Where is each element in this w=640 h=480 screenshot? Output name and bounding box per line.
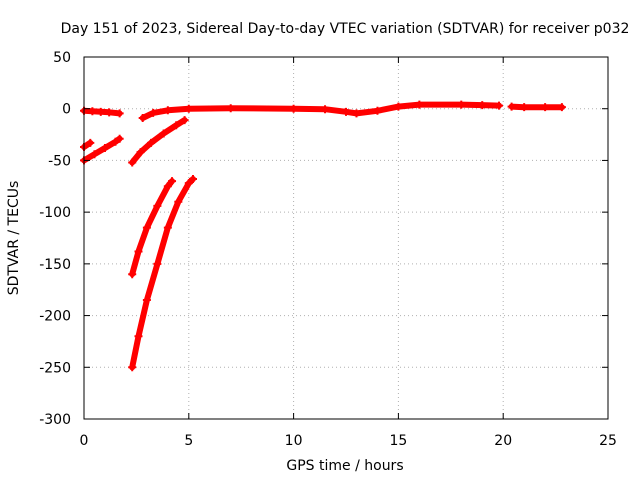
data-point [153, 259, 162, 268]
data-point [163, 223, 172, 232]
data-point [111, 137, 120, 146]
plot-frame [83, 56, 609, 420]
data-point [180, 116, 189, 125]
data-point [188, 175, 197, 184]
data-point [86, 138, 95, 147]
data-point [321, 105, 330, 114]
data-point [128, 158, 137, 167]
data-point [100, 144, 109, 153]
data-point [153, 201, 162, 210]
y-tick-label: -300 [39, 412, 71, 428]
data-point [128, 270, 137, 279]
data-point [142, 296, 151, 305]
data-point [557, 103, 566, 112]
data-point [415, 100, 424, 109]
data-point [184, 179, 193, 188]
data-point [142, 223, 151, 232]
grid-lines [84, 57, 608, 419]
data-point [134, 332, 143, 341]
x-tick-label: 20 [494, 433, 512, 449]
data-point [172, 121, 181, 130]
data-point [507, 102, 516, 111]
x-tick-label: 5 [184, 433, 193, 449]
x-tick-label: 10 [285, 433, 303, 449]
data-point [394, 102, 403, 111]
data-point [342, 107, 350, 116]
data-point [105, 108, 114, 117]
data-point [128, 363, 137, 372]
data-point [478, 101, 487, 110]
y-tick-label: -250 [39, 360, 71, 376]
data-point [457, 100, 466, 109]
data-point [541, 103, 550, 112]
data-point [226, 104, 235, 113]
data-point [520, 103, 529, 112]
data-point [168, 177, 177, 186]
data-point [373, 106, 382, 115]
data-point [138, 114, 147, 123]
data-point [115, 109, 124, 118]
data-point [289, 104, 298, 113]
data-point [115, 134, 124, 143]
data-point [184, 104, 193, 113]
x-tick-label: 0 [80, 433, 89, 449]
y-tick-label: -100 [39, 205, 71, 221]
data-point [159, 129, 168, 138]
chart-title: Day 151 of 2023, Sidereal Day-to-day VTE… [61, 21, 630, 37]
data-point [163, 182, 172, 191]
x-axis-label: GPS time / hours [286, 458, 403, 474]
data-point [352, 109, 361, 118]
x-tick-label: 25 [599, 433, 617, 449]
data-point [136, 148, 145, 157]
y-tick-label: -150 [39, 257, 71, 273]
y-axis-label: SDTVAR / TECUs [6, 181, 22, 296]
axis-ticks: 0 5 10 15 20 25 50 0 -50 -100 -150 -200 -250 -300 [39, 50, 617, 449]
y-tick-label: 0 [62, 102, 71, 118]
y-tick-label: -50 [48, 153, 71, 169]
y-tick-label: 50 [53, 50, 71, 66]
x-tick-label: 15 [389, 433, 407, 449]
data-point [147, 138, 156, 147]
y-tick-label: -200 [39, 309, 71, 325]
data-point [495, 101, 504, 110]
data-point [134, 247, 143, 256]
data-point [174, 197, 183, 206]
data-point [163, 106, 172, 115]
data-point [90, 150, 99, 159]
data-point [149, 108, 158, 117]
data-series-seg-f [508, 103, 565, 111]
data-series-seg-h [129, 176, 196, 371]
data-point [96, 107, 105, 116]
data-point [88, 107, 97, 116]
